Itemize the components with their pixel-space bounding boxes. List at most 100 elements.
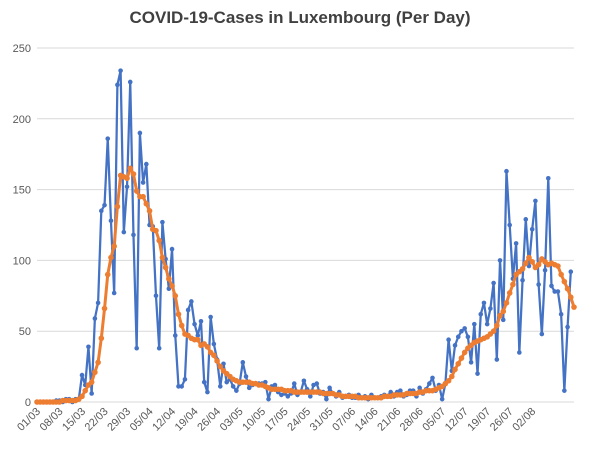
data-point bbox=[130, 171, 137, 177]
data-point bbox=[95, 300, 101, 306]
x-tick-label: 24/05 bbox=[285, 406, 313, 434]
x-tick-label: 31/05 bbox=[308, 406, 336, 434]
data-point bbox=[481, 300, 487, 306]
grid-layer bbox=[37, 47, 574, 403]
data-point bbox=[111, 290, 117, 296]
data-point bbox=[185, 307, 191, 313]
data-point bbox=[439, 396, 445, 402]
data-point bbox=[461, 349, 468, 356]
data-point bbox=[156, 345, 162, 351]
data-point bbox=[510, 281, 516, 288]
data-point bbox=[175, 311, 182, 318]
data-point bbox=[162, 264, 169, 271]
data-point bbox=[529, 226, 535, 232]
data-point bbox=[272, 382, 278, 388]
data-point bbox=[121, 229, 127, 235]
data-point bbox=[455, 360, 462, 367]
x-tick-label: 26/07 bbox=[488, 406, 516, 434]
data-point bbox=[567, 294, 574, 301]
data-point bbox=[545, 175, 551, 181]
x-axis-ticks: 01/0308/0315/0322/0329/0305/0412/0419/04… bbox=[15, 406, 538, 434]
data-point bbox=[198, 318, 204, 324]
data-point bbox=[243, 374, 249, 379]
data-point bbox=[92, 316, 98, 321]
y-tick-label: 150 bbox=[13, 185, 31, 197]
data-point bbox=[169, 246, 175, 252]
x-tick-label: 14/06 bbox=[353, 406, 381, 434]
data-point bbox=[105, 136, 111, 141]
data-point bbox=[564, 285, 571, 292]
data-point bbox=[500, 317, 506, 323]
data-point bbox=[459, 328, 464, 334]
data-point bbox=[522, 260, 529, 267]
data-point bbox=[526, 254, 532, 261]
x-tick-label: 05/04 bbox=[128, 406, 156, 434]
data-point bbox=[153, 293, 159, 299]
data-point bbox=[224, 379, 230, 385]
data-point bbox=[133, 188, 140, 194]
data-point bbox=[561, 278, 568, 285]
data-point bbox=[131, 232, 136, 238]
data-point bbox=[111, 243, 117, 250]
data-point bbox=[458, 355, 465, 361]
data-point bbox=[79, 393, 85, 400]
data-point bbox=[494, 357, 500, 362]
data-point bbox=[490, 328, 497, 335]
data-point bbox=[134, 345, 139, 351]
data-point bbox=[571, 304, 577, 310]
data-point bbox=[523, 217, 529, 222]
data-point bbox=[204, 343, 211, 350]
data-point bbox=[555, 263, 561, 269]
data-point bbox=[503, 300, 510, 306]
x-tick-label: 01/03 bbox=[15, 406, 43, 434]
data-point bbox=[234, 388, 239, 393]
data-point bbox=[86, 344, 91, 350]
data-point bbox=[449, 373, 455, 380]
data-point bbox=[488, 306, 493, 311]
data-point bbox=[118, 68, 123, 73]
data-point bbox=[565, 324, 570, 330]
y-tick-label: 100 bbox=[13, 255, 31, 267]
data-point bbox=[240, 360, 246, 365]
series-layer bbox=[34, 68, 577, 405]
data-point bbox=[127, 165, 134, 172]
data-point bbox=[144, 161, 149, 167]
data-point bbox=[192, 321, 197, 327]
data-point bbox=[475, 371, 480, 376]
x-tick-label: 05/07 bbox=[420, 406, 448, 434]
data-point bbox=[324, 396, 329, 402]
data-point bbox=[179, 384, 184, 389]
data-point bbox=[195, 333, 201, 338]
data-point bbox=[452, 366, 458, 373]
data-point bbox=[182, 377, 188, 382]
y-axis-ticks: 0 50 100 150 200 250 bbox=[13, 43, 31, 409]
data-point bbox=[95, 359, 101, 366]
data-point bbox=[127, 79, 133, 85]
data-point bbox=[114, 203, 121, 210]
y-tick-label: 50 bbox=[19, 326, 31, 338]
data-point bbox=[79, 372, 85, 378]
data-point bbox=[430, 375, 435, 381]
x-tick-label: 12/07 bbox=[443, 406, 471, 434]
data-point bbox=[506, 290, 513, 296]
data-point bbox=[504, 168, 509, 174]
data-point bbox=[140, 180, 146, 185]
data-point bbox=[166, 276, 172, 282]
data-point bbox=[172, 333, 178, 338]
data-point bbox=[455, 334, 461, 340]
data-point bbox=[156, 237, 162, 244]
data-point bbox=[176, 384, 181, 389]
data-point bbox=[108, 218, 114, 224]
data-point bbox=[301, 378, 307, 384]
data-point bbox=[217, 384, 223, 389]
data-point bbox=[82, 387, 89, 394]
x-tick-label: 03/05 bbox=[218, 406, 246, 434]
data-point bbox=[104, 271, 111, 278]
data-point bbox=[211, 341, 217, 347]
data-point bbox=[169, 283, 175, 289]
data-point bbox=[542, 268, 548, 273]
data-point bbox=[539, 331, 545, 337]
data-point bbox=[124, 175, 130, 182]
data-point bbox=[562, 388, 567, 393]
data-point bbox=[160, 219, 165, 225]
